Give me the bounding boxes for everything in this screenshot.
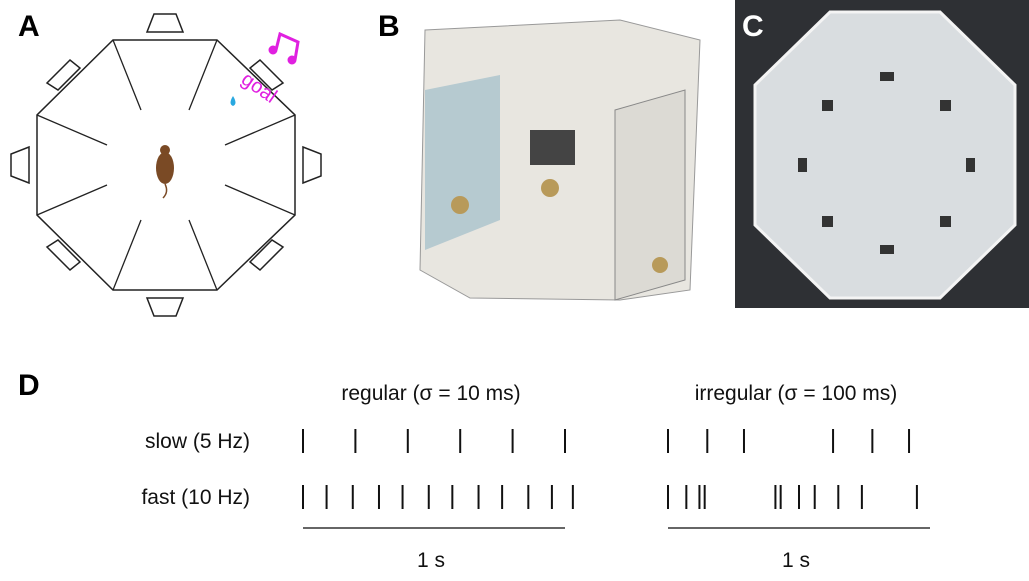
panel-label: B bbox=[378, 10, 400, 43]
figure: goal A B C D slow (5 Hz) fast (10 Hz) re… bbox=[0, 0, 1029, 581]
panel-a: goal A bbox=[11, 10, 321, 316]
panel-b: B bbox=[378, 10, 700, 300]
mouse bbox=[156, 152, 174, 184]
row-label: slow (5 Hz) bbox=[145, 430, 250, 453]
row-label: fast (10 Hz) bbox=[141, 486, 250, 509]
panel-label: C bbox=[742, 10, 764, 43]
scale-bar-label: 1 s bbox=[782, 549, 810, 572]
panel-label: D bbox=[18, 369, 40, 402]
scale-bar-label: 1 s bbox=[417, 549, 445, 572]
panel-d: D slow (5 Hz) fast (10 Hz) regular (σ = … bbox=[18, 369, 930, 572]
panel-label: A bbox=[18, 10, 40, 43]
column-title: irregular (σ = 100 ms) bbox=[695, 382, 898, 405]
panel-c: C bbox=[735, 0, 1029, 308]
music-note bbox=[269, 34, 298, 64]
column-title: regular (σ = 10 ms) bbox=[341, 382, 520, 405]
